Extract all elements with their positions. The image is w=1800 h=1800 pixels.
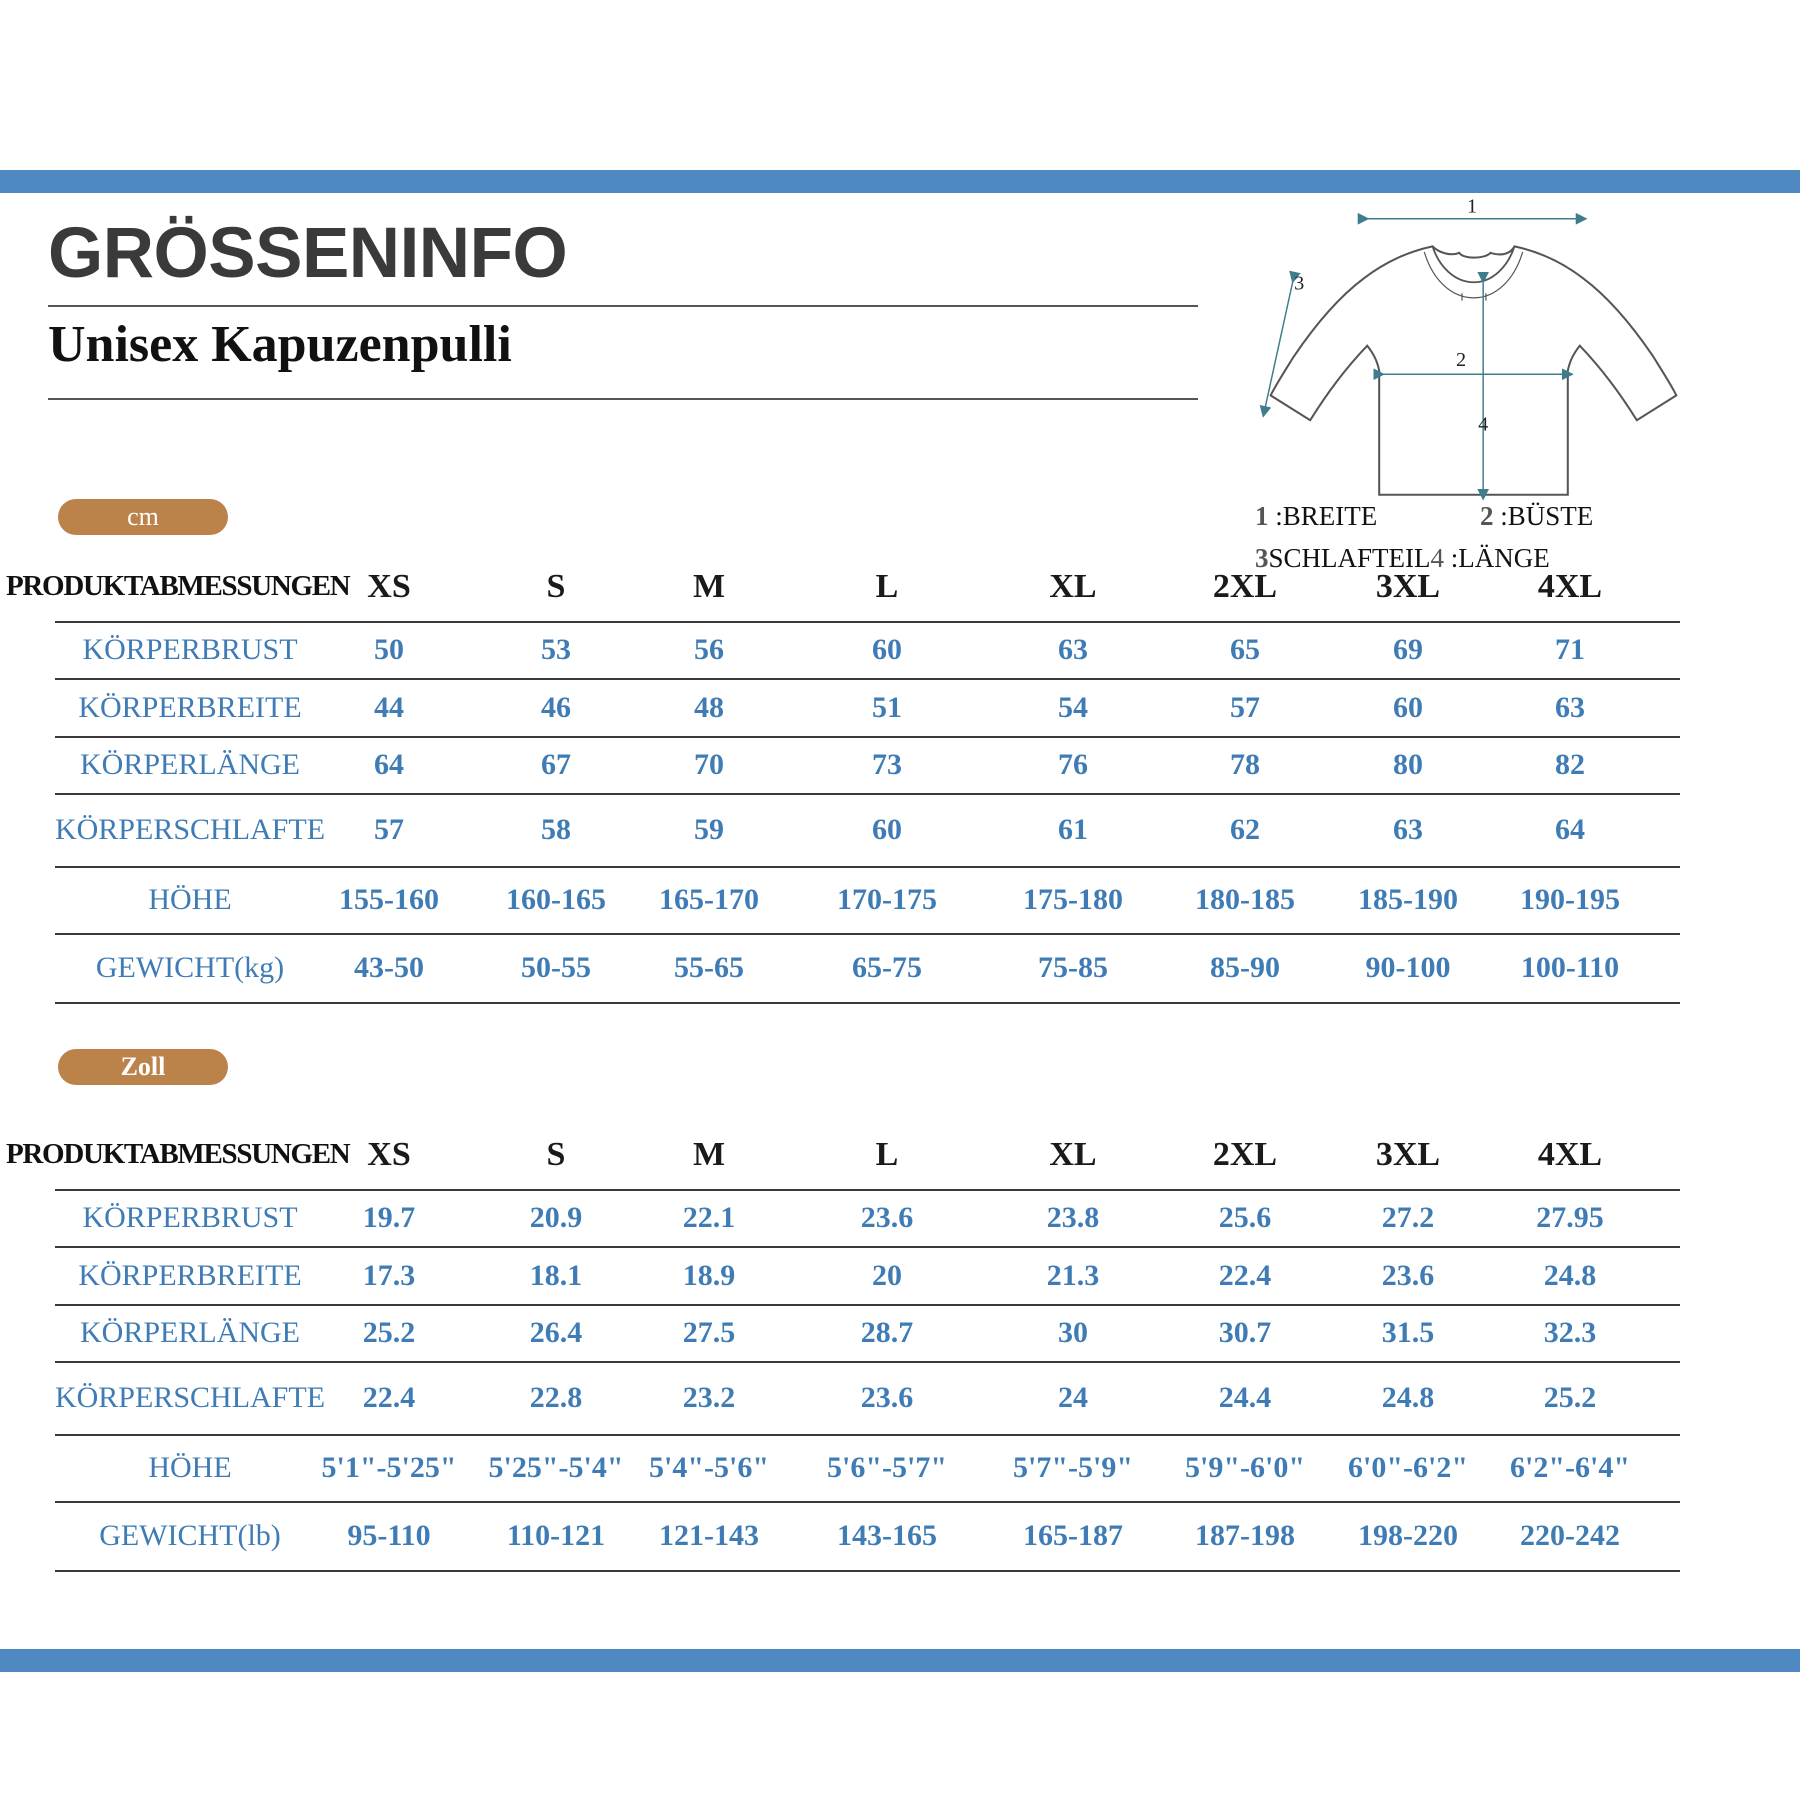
- svg-text:1: 1: [1467, 195, 1477, 217]
- svg-text:2: 2: [1456, 349, 1466, 371]
- svg-text:4: 4: [1478, 413, 1488, 435]
- svg-text:3: 3: [1294, 273, 1304, 295]
